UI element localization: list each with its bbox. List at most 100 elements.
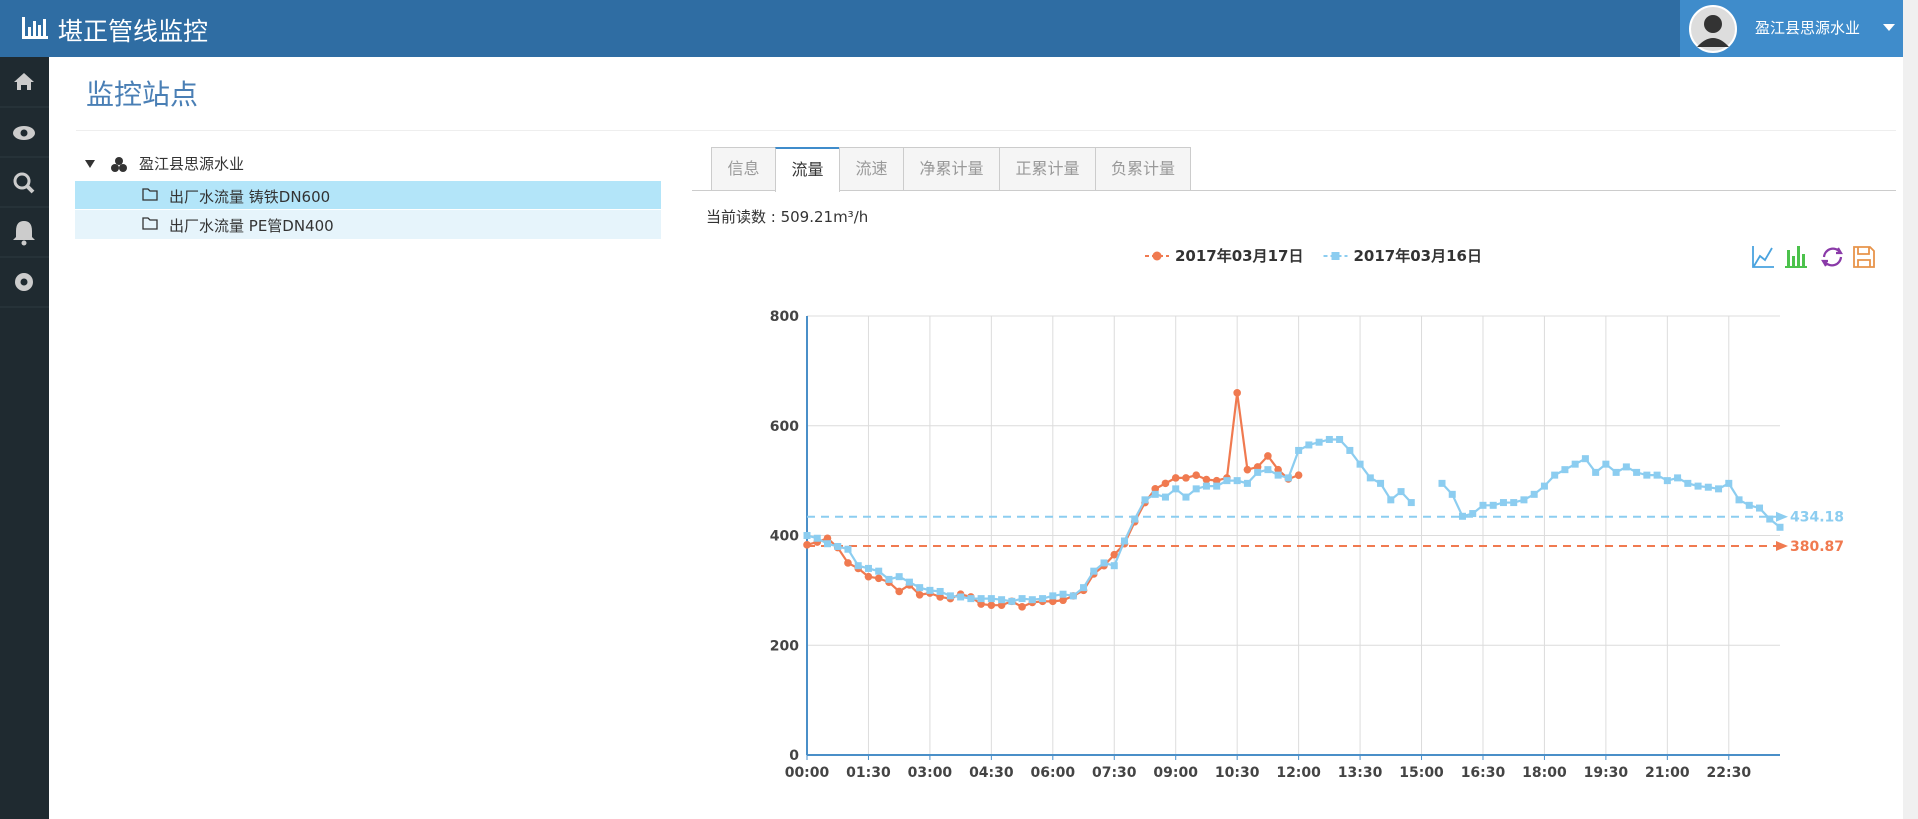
point: [1233, 389, 1241, 397]
y-tick-label: 200: [770, 638, 799, 654]
x-tick-label: 19:30: [1584, 765, 1629, 781]
x-tick-label: 18:00: [1522, 765, 1567, 781]
y-tick-label: 400: [770, 529, 799, 545]
point: [1039, 595, 1047, 603]
point: [1756, 504, 1764, 512]
x-tick-label: 13:30: [1338, 765, 1383, 781]
save-button[interactable]: [1853, 246, 1875, 268]
average-arrow: [1776, 511, 1788, 522]
point: [905, 578, 913, 586]
tree-item-selected[interactable]: 出厂水流量 铸铁DN600: [75, 181, 661, 209]
bar-view-button[interactable]: [1785, 246, 1807, 268]
app-title: 堪正管线监控: [58, 17, 209, 46]
legend-item[interactable]: 2017年03月17日: [1145, 247, 1304, 265]
tree-item-label: 出厂水流量 PE管DN400: [169, 217, 334, 235]
point: [1110, 550, 1119, 559]
point: [1663, 477, 1671, 485]
point: [1581, 455, 1589, 463]
point: [987, 595, 995, 603]
point: [885, 575, 893, 583]
point: [1110, 562, 1118, 570]
tab[interactable]: 负累计量: [1095, 147, 1191, 190]
bell-icon[interactable]: [13, 221, 35, 240]
point: [1407, 499, 1415, 507]
point: [844, 545, 852, 553]
x-tick-label: 00:00: [785, 765, 830, 781]
x-tick-label: 15:00: [1399, 765, 1444, 781]
point: [1387, 496, 1395, 504]
tab-active[interactable]: 流量: [775, 147, 840, 192]
point: [1253, 463, 1262, 471]
tree-item[interactable]: 出厂水流量 PE管DN400: [75, 210, 661, 239]
home-icon[interactable]: [14, 73, 34, 90]
point: [895, 587, 903, 596]
point: [1008, 597, 1016, 605]
x-tick-label: 01:30: [846, 765, 891, 781]
point: [1489, 501, 1497, 509]
point: [1725, 479, 1733, 487]
point: [875, 567, 883, 575]
point: [1182, 474, 1190, 482]
point: [1766, 515, 1774, 523]
refresh-button[interactable]: [1821, 247, 1843, 267]
point: [1151, 485, 1160, 493]
point: [997, 601, 1006, 609]
scrollbar[interactable]: [1903, 0, 1918, 819]
point: [1284, 474, 1292, 482]
point: [864, 564, 872, 572]
tree-root[interactable]: 盈江县思源水业: [139, 155, 245, 173]
point: [1049, 592, 1057, 600]
point: [1356, 460, 1364, 468]
point: [1059, 596, 1067, 605]
point: [1274, 465, 1282, 474]
tree-item-label: 出厂水流量 铸铁DN600: [169, 188, 331, 206]
legend-marker: [1152, 251, 1162, 261]
point: [1674, 474, 1682, 482]
tab[interactable]: 信息: [711, 147, 776, 190]
point: [1121, 537, 1129, 545]
x-tick-label: 21:00: [1645, 765, 1690, 781]
point: [1131, 515, 1139, 523]
tab-line: [692, 190, 1896, 191]
tab[interactable]: 流速: [839, 147, 904, 190]
average-arrow: [1776, 540, 1788, 551]
point: [1633, 468, 1641, 476]
point: [1161, 479, 1170, 488]
point: [1080, 584, 1088, 592]
point: [864, 572, 873, 581]
x-tick-label: 07:30: [1092, 765, 1137, 781]
point: [1018, 603, 1026, 611]
search-icon[interactable]: [25, 184, 35, 194]
point: [1172, 485, 1180, 493]
point: [1018, 595, 1026, 603]
point: [844, 559, 852, 567]
x-tick-label: 09:00: [1153, 765, 1198, 781]
tab[interactable]: 净累计量: [903, 147, 1000, 190]
point: [1202, 475, 1211, 484]
point: [1684, 479, 1692, 487]
point: [1438, 479, 1446, 487]
point: [1745, 501, 1753, 509]
point: [1305, 441, 1313, 449]
point: [874, 574, 883, 583]
legend-item[interactable]: 2017年03月16日: [1323, 247, 1483, 265]
point: [916, 584, 924, 592]
user-menu[interactable]: 盈江县思源水业: [1680, 0, 1903, 57]
point: [1294, 471, 1303, 479]
point: [1336, 435, 1344, 443]
tab[interactable]: 正累计量: [999, 147, 1096, 190]
point: [1295, 446, 1303, 454]
point: [1069, 592, 1077, 600]
series-line: [806, 438, 1781, 603]
point: [1510, 499, 1518, 507]
point: [1602, 460, 1610, 468]
point: [1059, 590, 1067, 598]
point: [1213, 482, 1221, 490]
point: [1704, 483, 1712, 491]
point: [1715, 485, 1723, 493]
point: [1028, 596, 1036, 604]
point: [1161, 493, 1169, 501]
line-view-button[interactable]: [1752, 246, 1774, 268]
point: [936, 593, 944, 601]
